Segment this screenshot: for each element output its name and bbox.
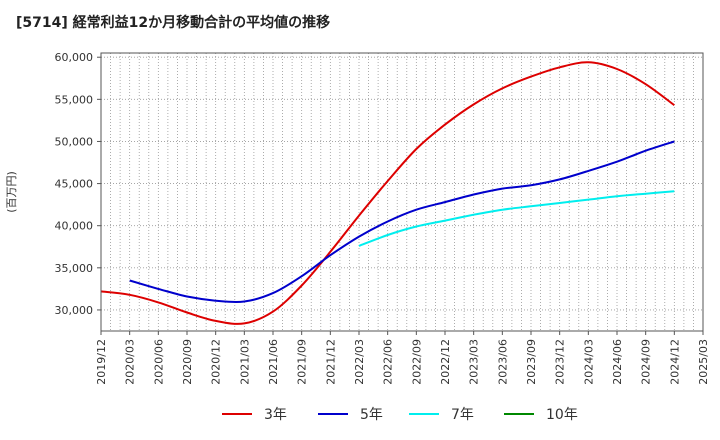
legend-label-10年: 10年 — [546, 407, 578, 423]
y-tick-label: 45,000 — [55, 178, 94, 191]
x-tick-label: 2022/12 — [439, 339, 452, 385]
x-tick-label: 2021/12 — [324, 339, 337, 385]
legend-label-5年: 5年 — [360, 407, 383, 423]
legend: 3年 5年 7年 10年 — [222, 407, 578, 423]
y-tick-label: 50,000 — [55, 135, 94, 148]
x-tick-label: 2024/09 — [640, 339, 653, 385]
x-tick-label: 2021/09 — [296, 339, 309, 385]
x-tick-label: 2023/12 — [554, 339, 567, 385]
series-lines — [100, 61, 675, 325]
x-tick-label: 2023/09 — [525, 339, 538, 385]
x-tick-label: 2025/03 — [697, 339, 710, 385]
y-tick-label: 60,000 — [55, 51, 94, 64]
x-tick-label: 2020/09 — [181, 339, 194, 385]
grid — [101, 53, 703, 331]
x-tick-label: 2022/06 — [382, 339, 395, 385]
x-tick-label: 2022/03 — [353, 339, 366, 385]
x-tick-label: 2023/06 — [496, 339, 509, 385]
x-tick-label: 2024/12 — [668, 339, 681, 385]
series-line-3年 — [100, 61, 675, 325]
y-tick-label: 40,000 — [55, 220, 94, 233]
x-tick-label: 2022/09 — [410, 339, 423, 385]
x-tick-label: 2021/06 — [267, 339, 280, 385]
x-tick-label: 2019/12 — [95, 339, 108, 385]
y-axis-ticks: 30,000 35,000 40,000 45,000 50,000 55,000 60,0… — [55, 51, 101, 317]
y-tick-label: 35,000 — [55, 262, 94, 275]
series-line-7年 — [358, 190, 675, 247]
x-tick-label: 2023/03 — [468, 339, 481, 385]
x-tick-label: 2024/03 — [582, 339, 595, 385]
x-tick-label: 2024/06 — [611, 339, 624, 385]
legend-label-7年: 7年 — [451, 407, 474, 423]
chart-title: [5714] 経常利益12か月移動合計の平均値の推移 — [16, 15, 331, 31]
x-tick-label: 2021/03 — [238, 339, 251, 385]
legend-label-3年: 3年 — [264, 407, 287, 423]
series-line-5年 — [129, 140, 675, 304]
x-tick-label: 2020/06 — [152, 339, 165, 385]
y-tick-label: 30,000 — [55, 304, 94, 317]
x-axis-ticks: 2019/12 2020/03 2020/06 2020/09 2020/12 2021/… — [95, 331, 710, 385]
y-tick-label: 55,000 — [55, 93, 94, 106]
plot-frame — [100, 52, 704, 332]
x-tick-label: 2020/12 — [210, 339, 223, 385]
y-axis-label: (百万円) — [5, 171, 18, 213]
x-tick-label: 2020/03 — [124, 339, 137, 385]
